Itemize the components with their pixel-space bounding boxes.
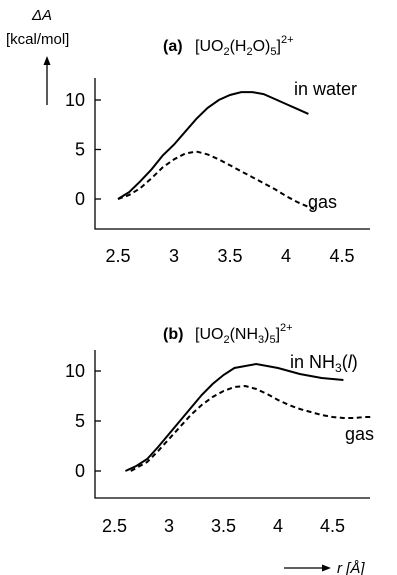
panel-b-label: (b) [163, 326, 183, 343]
panel-b-x-tick-label: 3.5 [211, 516, 236, 536]
panel-b-x-tick-label: 4.5 [320, 516, 345, 536]
panel-a-chart: 0 5 10 2.5 3 3.5 4 4.5 [65, 78, 370, 266]
panel-b-y-tick-label: 10 [65, 361, 85, 381]
panel-b-header: (b) [UO2(NH3)5]2+ [163, 322, 293, 346]
panel-a-x-tick-label: 3 [169, 246, 179, 266]
panel-b-x-tick-label: 3 [164, 516, 174, 536]
panel-b-x-tick-label: 4 [273, 516, 283, 536]
panel-a-x-tick-label: 4.5 [329, 246, 354, 266]
panel-a-series-solvent-line [117, 91, 309, 200]
panel-b-y-tick-label: 5 [75, 411, 85, 431]
panel-b-series-gas-line [130, 384, 371, 472]
panel-a-x-tick-label: 2.5 [105, 246, 130, 266]
panel-a-axes [94, 78, 370, 230]
panel-a-x-tick-label: 4 [281, 246, 291, 266]
panel-a-y-tick-label: 10 [65, 90, 85, 110]
y-axis-arrow [43, 56, 51, 105]
series-label-gas-b: gas [345, 424, 374, 444]
panel-b-x-tick-label: 2.5 [102, 516, 127, 536]
series-label-in-water: in water [294, 79, 357, 99]
panel-a-y-tick-label: 0 [75, 189, 85, 209]
series-label-gas-a: gas [308, 192, 337, 212]
panel-a-title: [UO2(H2O)5]2+ [195, 34, 294, 58]
panel-a-label: (a) [163, 38, 183, 55]
y-axis-symbol: ΔA [31, 7, 52, 24]
panel-b-chart: 0 5 10 2.5 3 3.5 4 4.5 [65, 350, 371, 536]
panel-b-title: [UO2(NH3)5]2+ [195, 322, 293, 346]
panel-b-y-tick-label: 0 [75, 461, 85, 481]
panel-a-y-tick-label: 5 [75, 140, 85, 160]
x-axis-arrow [284, 564, 331, 572]
panel-a-series-gas-line [117, 150, 315, 210]
panel-b-axes [94, 350, 370, 499]
panel-a-x-tick-label: 3.5 [217, 246, 242, 266]
panel-a-header: (a) [UO2(H2O)5]2+ [163, 34, 294, 58]
series-label-in-nh3: in NH3(l) [290, 352, 358, 375]
x-axis-label: r [Å] [337, 560, 365, 575]
y-axis-unit: [kcal/mol] [6, 31, 69, 48]
panel-b-series-solvent-line [124, 362, 344, 472]
